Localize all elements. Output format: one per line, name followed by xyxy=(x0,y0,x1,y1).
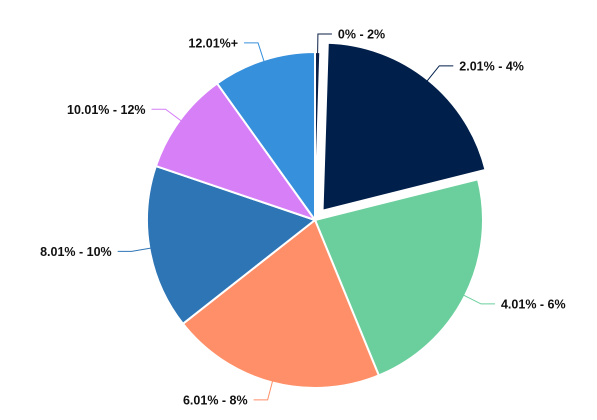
slice-label-8-01-10: 8.01% - 10% xyxy=(40,245,112,259)
leader-line-8-01-10 xyxy=(117,247,152,252)
leader-line-2-01-4 xyxy=(426,65,454,82)
leader-line-4-01-6 xyxy=(462,294,495,305)
leader-line-12-01-plus xyxy=(244,42,265,63)
slice-label-2-01-4: 2.01% - 4% xyxy=(459,59,524,73)
leader-line-0-2 xyxy=(317,33,332,55)
slice-label-0-2: 0% - 2% xyxy=(338,28,385,42)
leader-line-6-01-8 xyxy=(253,380,274,401)
pie-slices xyxy=(146,41,487,389)
slice-label-10-01-12: 10.01% - 12% xyxy=(67,103,146,117)
pie-labels: 0% - 2% 2.01% - 4% 4.01% - 6% 6.01% - 8% 8.0… xyxy=(40,28,566,408)
slice-label-4-01-6: 4.01% - 6% xyxy=(501,297,566,311)
slice-label-12-01-plus: 12.01%+ xyxy=(188,36,238,50)
slice-label-6-01-8: 6.01% - 8% xyxy=(183,393,248,407)
leader-line-10-01-12 xyxy=(151,108,182,122)
